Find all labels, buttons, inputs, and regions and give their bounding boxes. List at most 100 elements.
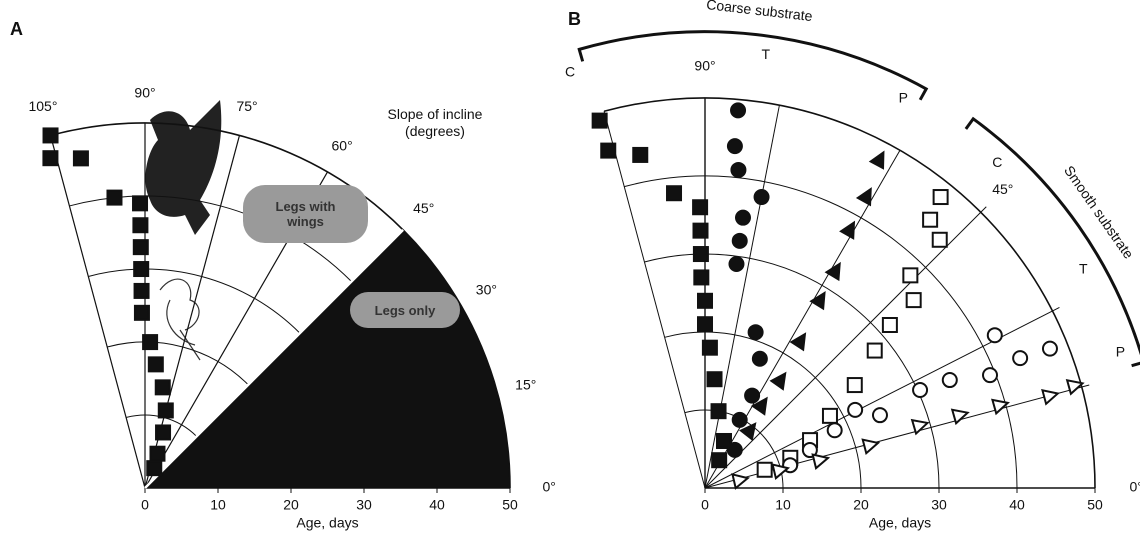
angle-tick-label: 0° <box>1130 479 1140 495</box>
marker-square <box>133 282 150 299</box>
marker-circle <box>986 327 1003 344</box>
marker-circle <box>731 232 748 249</box>
marker-square <box>693 269 710 286</box>
angle-ray <box>49 135 146 489</box>
marker-square <box>715 432 732 449</box>
angle-tick-label: 60° <box>332 137 353 153</box>
marker-triangle <box>739 422 757 442</box>
marker-square <box>711 452 728 469</box>
ray <box>704 105 780 489</box>
angle-tick-label: 15° <box>515 377 536 393</box>
marker-circle <box>912 381 929 398</box>
marker-circle <box>801 442 818 459</box>
x-tick-label: 50 <box>502 497 518 513</box>
marker-square <box>866 342 883 359</box>
marker-circle <box>941 372 958 389</box>
x-tick-label: 30 <box>931 497 947 513</box>
marker-circle <box>826 422 843 439</box>
marker-square <box>72 150 89 167</box>
annotation: Slope of incline (degrees) <box>387 106 483 139</box>
marker-square <box>846 377 863 394</box>
marker-circle <box>728 256 745 273</box>
ray-label: C <box>992 154 1002 170</box>
marker-square <box>932 189 949 206</box>
marker-triangle <box>771 463 791 480</box>
ray-label: C <box>565 63 575 79</box>
marker-triangle <box>910 418 930 436</box>
marker-circle <box>744 387 761 404</box>
marker-square <box>710 403 727 420</box>
group-bracket <box>577 30 929 101</box>
group-label: Smooth substrate <box>1061 163 1137 262</box>
marker-circle <box>730 161 747 178</box>
marker-circle <box>726 441 743 458</box>
marker-circle <box>1012 350 1029 367</box>
x-tick-label: 0 <box>141 497 149 513</box>
marker-square <box>905 292 922 309</box>
marker-square <box>697 292 713 309</box>
marker-square <box>902 267 919 284</box>
marker-circle <box>847 401 864 418</box>
region-label: Legs with wings <box>243 185 368 243</box>
ray <box>704 150 901 489</box>
marker-square <box>146 460 163 477</box>
panel-label: A <box>10 19 23 39</box>
ray-label: T <box>1079 260 1088 276</box>
angle-tick-label: 0° <box>543 479 556 495</box>
marker-triangle <box>855 187 872 207</box>
ray <box>704 206 987 489</box>
group-label: Coarse substrate <box>706 0 814 24</box>
marker-circle <box>731 411 748 428</box>
grid-arc <box>50 122 511 489</box>
marker-square <box>157 402 174 419</box>
ray-label: P <box>1116 344 1125 360</box>
marker-square <box>692 199 709 216</box>
marker-square <box>881 316 898 333</box>
x-tick-label: 20 <box>853 497 869 513</box>
marker-square <box>931 231 948 248</box>
x-axis-label: Age, days <box>296 515 358 531</box>
marker-circle <box>747 324 764 341</box>
marker-square <box>591 112 608 129</box>
bird-silhouette <box>145 100 222 235</box>
marker-triangle <box>750 396 768 416</box>
angle-tick-label: 45° <box>413 200 434 216</box>
angle-tick-label: 90° <box>694 58 715 74</box>
marker-triangle <box>769 371 787 391</box>
marker-triangle <box>861 438 881 456</box>
marker-square <box>142 334 159 351</box>
marker-square <box>147 356 164 373</box>
grid-arc <box>603 97 1096 489</box>
marker-triangle <box>731 473 750 490</box>
ray <box>603 111 706 489</box>
region-label: Legs only <box>350 292 460 328</box>
x-axis-label: Age, days <box>869 515 931 531</box>
marker-square <box>133 261 150 278</box>
marker-triangle <box>839 220 856 240</box>
marker-square <box>701 339 718 356</box>
marker-square <box>133 304 150 321</box>
marker-square <box>697 316 713 333</box>
marker-square <box>756 461 773 478</box>
marker-square <box>132 195 149 212</box>
x-tick-label: 20 <box>283 497 299 513</box>
x-tick-label: 40 <box>1009 497 1025 513</box>
marker-square <box>132 239 149 256</box>
marker-square <box>155 424 172 441</box>
grid-arc <box>107 341 249 386</box>
ray-label: T <box>762 46 771 62</box>
ray-label: P <box>899 90 908 106</box>
marker-square <box>922 211 939 228</box>
x-tick-label: 50 <box>1087 497 1103 513</box>
marker-triangle <box>950 408 970 426</box>
x-tick-label: 40 <box>429 497 445 513</box>
marker-triangle <box>868 150 885 170</box>
marker-triangle <box>811 453 831 470</box>
marker-square <box>149 445 166 462</box>
x-tick-label: 10 <box>210 497 226 513</box>
marker-circle <box>751 350 768 367</box>
angle-ray <box>144 229 404 489</box>
angle-tick-label: 75° <box>236 98 257 114</box>
